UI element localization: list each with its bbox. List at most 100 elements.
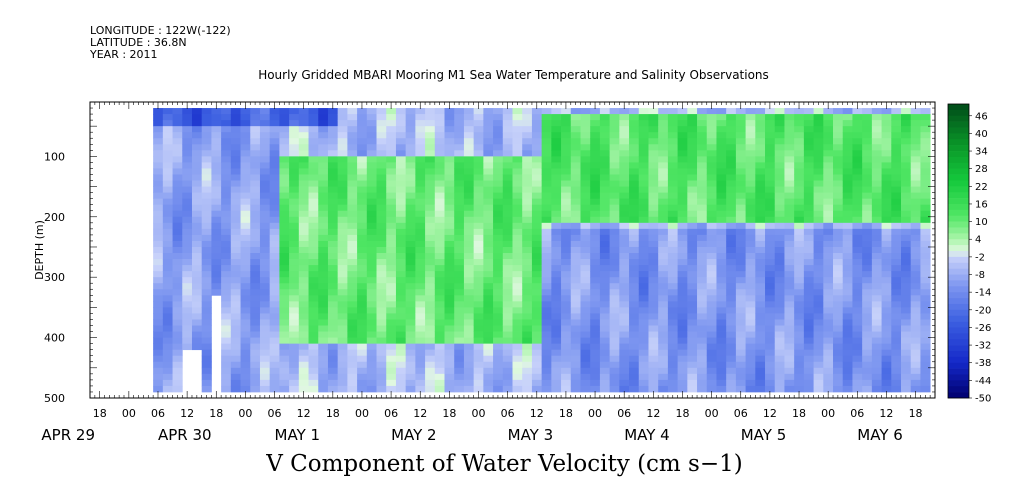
field-cell (590, 187, 600, 193)
field-cell (483, 114, 493, 120)
field-cell (163, 350, 173, 356)
field-cell (882, 277, 892, 283)
colorbar-swatch (948, 351, 969, 357)
field-cell (794, 289, 804, 295)
field-cell (891, 313, 901, 319)
field-cell (163, 229, 173, 235)
field-cell (377, 362, 387, 368)
field-cell (600, 138, 610, 144)
field-cell (445, 120, 455, 126)
field-cell (571, 211, 581, 217)
field-cell (396, 181, 406, 187)
field-cell (736, 162, 746, 168)
field-cell (454, 295, 464, 301)
field-cell (629, 362, 639, 368)
field-cell (629, 283, 639, 289)
field-cell (891, 181, 901, 187)
field-cell (454, 108, 464, 114)
field-cell (542, 277, 552, 283)
field-cell (435, 229, 445, 235)
field-cell (551, 338, 561, 344)
field-cell (784, 205, 794, 211)
field-cell (697, 338, 707, 344)
field-cell (843, 319, 853, 325)
field-cell (532, 174, 542, 180)
field-cell (872, 301, 882, 307)
field-cell (299, 156, 309, 162)
field-cell (153, 380, 163, 386)
field-cell (775, 199, 785, 205)
field-cell (814, 277, 824, 283)
field-cell (289, 368, 299, 374)
field-cell (163, 374, 173, 380)
field-cell (862, 319, 872, 325)
field-cell (590, 181, 600, 187)
field-cell (328, 144, 338, 150)
field-cell (833, 277, 843, 283)
field-cell (882, 114, 892, 120)
field-cell (648, 138, 658, 144)
field-cell (736, 229, 746, 235)
field-cell (678, 374, 688, 380)
field-cell (891, 386, 901, 392)
field-cell (580, 187, 590, 193)
field-cell (425, 162, 435, 168)
field-cell (736, 156, 746, 162)
field-cell (920, 319, 930, 325)
field-cell (192, 247, 202, 253)
field-cell (406, 253, 416, 259)
field-cell (775, 174, 785, 180)
field-cell (503, 108, 513, 114)
field-cell (629, 338, 639, 344)
field-cell (571, 229, 581, 235)
field-cell (755, 374, 765, 380)
field-cell (406, 326, 416, 332)
field-cell (901, 150, 911, 156)
field-cell (619, 150, 629, 156)
field-cell (532, 295, 542, 301)
field-cell (202, 199, 212, 205)
field-cell (493, 138, 503, 144)
field-cell (318, 138, 328, 144)
field-cell (600, 211, 610, 217)
field-cell (483, 144, 493, 150)
field-cell (775, 374, 785, 380)
field-cell (590, 259, 600, 265)
field-cell (775, 380, 785, 386)
field-cell (474, 380, 484, 386)
field-cell (872, 241, 882, 247)
field-cell (891, 253, 901, 259)
field-cell (590, 374, 600, 380)
field-cell (862, 356, 872, 362)
field-cell (182, 181, 192, 187)
field-cell (357, 205, 367, 211)
field-cell (425, 253, 435, 259)
field-cell (697, 181, 707, 187)
field-cell (746, 356, 756, 362)
field-cell (658, 332, 668, 338)
colorbar-swatch (948, 128, 969, 134)
field-cell (872, 319, 882, 325)
field-cell (746, 313, 756, 319)
field-cell (648, 350, 658, 356)
field-cell (852, 259, 862, 265)
field-cell (289, 168, 299, 174)
field-cell (173, 217, 183, 223)
field-cell (318, 217, 328, 223)
field-cell (852, 265, 862, 271)
field-cell (513, 168, 523, 174)
field-cell (367, 350, 377, 356)
colorbar-swatch (948, 257, 969, 263)
field-cell (367, 162, 377, 168)
field-cell (814, 380, 824, 386)
field-cell (192, 313, 202, 319)
field-cell (843, 223, 853, 229)
field-cell (445, 374, 455, 380)
field-cell (542, 374, 552, 380)
field-cell (513, 374, 523, 380)
field-cell (279, 362, 289, 368)
x-day-label: MAY 6 (857, 426, 903, 444)
field-cell (852, 344, 862, 350)
field-cell (814, 247, 824, 253)
field-cell (833, 174, 843, 180)
